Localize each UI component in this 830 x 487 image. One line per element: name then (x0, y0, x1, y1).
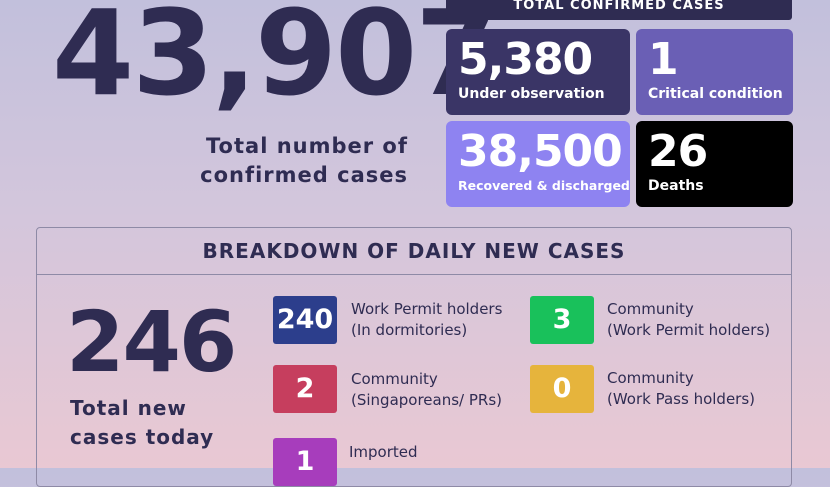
work-permit-dorm-label: Work Permit holders (In dormitories) (351, 299, 502, 341)
card-value: 1 (648, 34, 679, 85)
label-line1: Work Permit holders (351, 300, 503, 318)
card-label: Deaths (648, 178, 704, 194)
label-line2: (Work Permit holders) (607, 321, 771, 339)
community-work-pass-badge: 0 (530, 365, 594, 413)
total-new-cases-number: 246 (66, 293, 237, 391)
label-line1: Imported (349, 443, 418, 461)
total-label-line1: Total number of (206, 134, 408, 158)
deaths-card: 26 Deaths (636, 121, 793, 207)
total-label-line2: confirmed cases (200, 163, 408, 187)
breakdown-header: BREAKDOWN OF DAILY NEW CASES (36, 227, 792, 275)
total-new-cases-label: Total new cases today (70, 394, 214, 452)
under-observation-card: 5,380 Under observation (446, 29, 630, 115)
card-label: Critical condition (648, 86, 783, 102)
label-line1: Community (607, 369, 694, 387)
label-line2: (Work Pass holders) (607, 390, 756, 408)
label-line2: (In dormitories) (351, 321, 468, 339)
community-work-permit-label: Community (Work Permit holders) (607, 299, 770, 341)
new-label-line2: cases today (70, 425, 215, 449)
community-work-pass-label: Community (Work Pass holders) (607, 368, 755, 410)
work-permit-dorm-badge: 240 (273, 296, 337, 344)
total-confirmed-number: 43,907 (52, 0, 497, 122)
recovered-card: 38,500 Recovered & discharged (446, 121, 630, 207)
community-sg-pr-label: Community (Singaporeans/ PRs) (351, 369, 502, 411)
label-line2: (Singaporeans/ PRs) (351, 391, 502, 409)
label-line1: Community (351, 370, 438, 388)
card-label: Under observation (458, 86, 605, 102)
imported-label: Imported (349, 442, 418, 463)
confirmed-cases-header: TOTAL CONFIRMED CASES (446, 0, 792, 20)
card-value: 5,380 (458, 34, 593, 85)
card-value: 38,500 (458, 126, 623, 177)
total-confirmed-label: Total number of confirmed cases (200, 132, 408, 190)
card-label: Recovered & discharged (458, 178, 630, 193)
new-label-line1: Total new (70, 396, 187, 420)
card-value: 26 (648, 126, 708, 177)
critical-condition-card: 1 Critical condition (636, 29, 793, 115)
community-sg-pr-badge: 2 (273, 365, 337, 413)
community-work-permit-badge: 3 (530, 296, 594, 344)
imported-badge: 1 (273, 438, 337, 486)
label-line1: Community (607, 300, 694, 318)
